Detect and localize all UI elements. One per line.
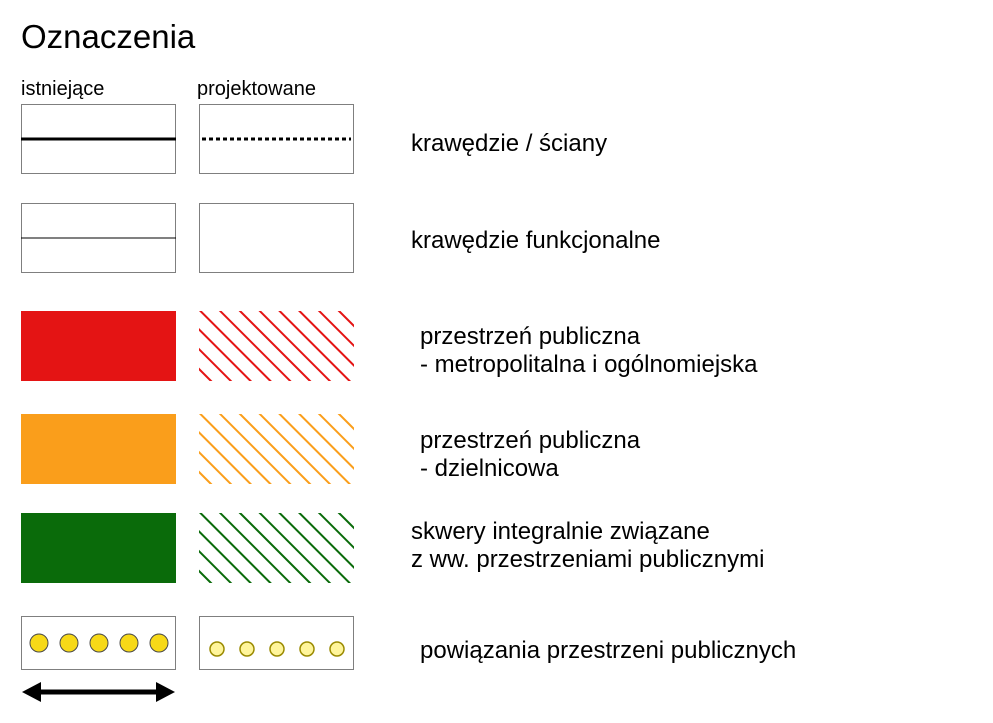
- label-green: skwery integralnie związane z ww. przest…: [411, 518, 764, 575]
- column-header-existing: istniejące: [21, 78, 104, 101]
- swatch-orange-projected: [199, 414, 354, 484]
- swatch-red-projected: [199, 311, 354, 381]
- swatch-edges-existing: [21, 104, 176, 174]
- swatch-edges-projected: [199, 104, 354, 174]
- double-arrow-icon: [22, 682, 175, 702]
- column-header-projected: projektowane: [197, 78, 316, 101]
- swatch-orange-existing: [21, 414, 176, 484]
- label-edges: krawędzie / ściany: [411, 130, 607, 158]
- label-func-edges: krawędzie funkcjonalne: [411, 227, 660, 255]
- label-connections: powiązania przestrzeni publicznych: [420, 637, 796, 665]
- swatch-red-existing: [21, 311, 176, 381]
- swatch-connections-existing: [21, 616, 176, 706]
- swatch-connections-projected: [199, 616, 354, 670]
- label-orange: przestrzeń publiczna - dzielnicowa: [420, 427, 640, 484]
- legend-root: Oznaczenia istniejące projektowane krawę…: [0, 0, 993, 723]
- swatch-green-existing: [21, 513, 176, 583]
- swatch-green-projected: [199, 513, 354, 583]
- swatch-func-edges-projected: [199, 203, 354, 273]
- label-red: przestrzeń publiczna - metropolitalna i …: [420, 323, 758, 380]
- legend-title: Oznaczenia: [21, 18, 195, 56]
- swatch-func-edges-existing: [21, 203, 176, 273]
